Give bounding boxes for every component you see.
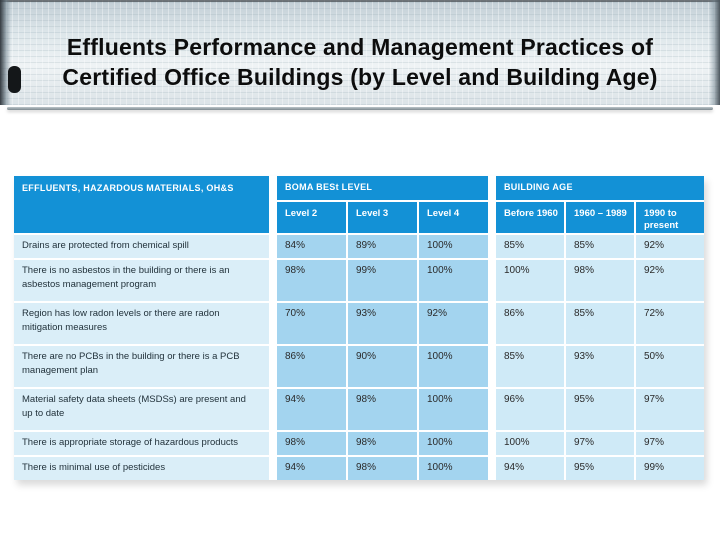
- table-cell: 96%: [496, 389, 564, 430]
- table-cell: 94%: [496, 457, 564, 480]
- table-row-header: EFFLUENTS, HAZARDOUS MATERIALS, OH&S: [14, 176, 269, 233]
- group-header-building-age: BUILDING AGE: [496, 176, 704, 200]
- col-header-1990-to-present: 1990 to present: [636, 202, 704, 233]
- table-cell: 100%: [496, 260, 564, 301]
- row-label-msds: Material safety data sheets (MSDSs) are …: [14, 389, 269, 430]
- table-cell: 99%: [636, 457, 704, 480]
- table-cell: 89%: [348, 235, 417, 258]
- row-label-pesticides: There is minimal use of pesticides: [14, 457, 269, 480]
- table-cell: 92%: [419, 303, 488, 344]
- col-header-level-4: Level 4: [419, 202, 488, 233]
- table-cell: 85%: [496, 346, 564, 387]
- table-cell: 93%: [348, 303, 417, 344]
- table-cell: 98%: [566, 260, 634, 301]
- table-cell: 50%: [636, 346, 704, 387]
- table-cell: 85%: [496, 235, 564, 258]
- table-cell: 85%: [566, 235, 634, 258]
- table-cell: 95%: [566, 457, 634, 480]
- table-cell: 98%: [348, 432, 417, 455]
- table-cell: 85%: [566, 303, 634, 344]
- slide-left-edge: [0, 0, 11, 105]
- col-header-before-1960: Before 1960: [496, 202, 564, 233]
- slide-title-line2: Certified Office Buildings (by Level and…: [62, 64, 658, 90]
- table-cell: 92%: [636, 260, 704, 301]
- table-cell: 94%: [277, 457, 346, 480]
- slide-title-line1: Effluents Performance and Management Pra…: [66, 34, 654, 60]
- table-cell: 99%: [348, 260, 417, 301]
- table-cell: 100%: [419, 235, 488, 258]
- table-cell: 70%: [277, 303, 346, 344]
- table-cell: 86%: [277, 346, 346, 387]
- table-cell: 97%: [566, 432, 634, 455]
- row-label-asbestos: There is no asbestos in the building or …: [14, 260, 269, 301]
- table-cell: 100%: [419, 260, 488, 301]
- table-cell: 100%: [419, 432, 488, 455]
- table-cell: 94%: [277, 389, 346, 430]
- table-cell: 86%: [496, 303, 564, 344]
- slide-title: Effluents Performance and Management Pra…: [30, 32, 690, 92]
- table-cell: 84%: [277, 235, 346, 258]
- col-header-level-3: Level 3: [348, 202, 417, 233]
- table-cell: 72%: [636, 303, 704, 344]
- table-cell: 98%: [348, 457, 417, 480]
- table-cell: 92%: [636, 235, 704, 258]
- table-cell: 93%: [566, 346, 634, 387]
- col-header-1960-1989: 1960 – 1989: [566, 202, 634, 233]
- table-cell: 100%: [419, 389, 488, 430]
- table-cell: 100%: [419, 457, 488, 480]
- table-cell: 95%: [566, 389, 634, 430]
- edge-accent-shape: [8, 66, 21, 93]
- title-band: [0, 0, 720, 105]
- slide-right-edge: [709, 0, 720, 105]
- table-cell: 100%: [419, 346, 488, 387]
- table-cell: 97%: [636, 432, 704, 455]
- row-label-hazardous-storage: There is appropriate storage of hazardou…: [14, 432, 269, 455]
- col-header-level-2: Level 2: [277, 202, 346, 233]
- table-cell: 98%: [277, 432, 346, 455]
- table-cell: 97%: [636, 389, 704, 430]
- table-cell: 100%: [496, 432, 564, 455]
- effluents-table: EFFLUENTS, HAZARDOUS MATERIALS, OH&S BOM…: [14, 176, 704, 480]
- table-cell: 90%: [348, 346, 417, 387]
- row-label-pcbs: There are no PCBs in the building or the…: [14, 346, 269, 387]
- table-cell: 98%: [277, 260, 346, 301]
- group-header-boma-best-level: BOMA BESt LEVEL: [277, 176, 488, 200]
- row-label-drains: Drains are protected from chemical spill: [14, 235, 269, 258]
- table-cell: 98%: [348, 389, 417, 430]
- title-divider: [7, 107, 713, 110]
- row-label-radon: Region has low radon levels or there are…: [14, 303, 269, 344]
